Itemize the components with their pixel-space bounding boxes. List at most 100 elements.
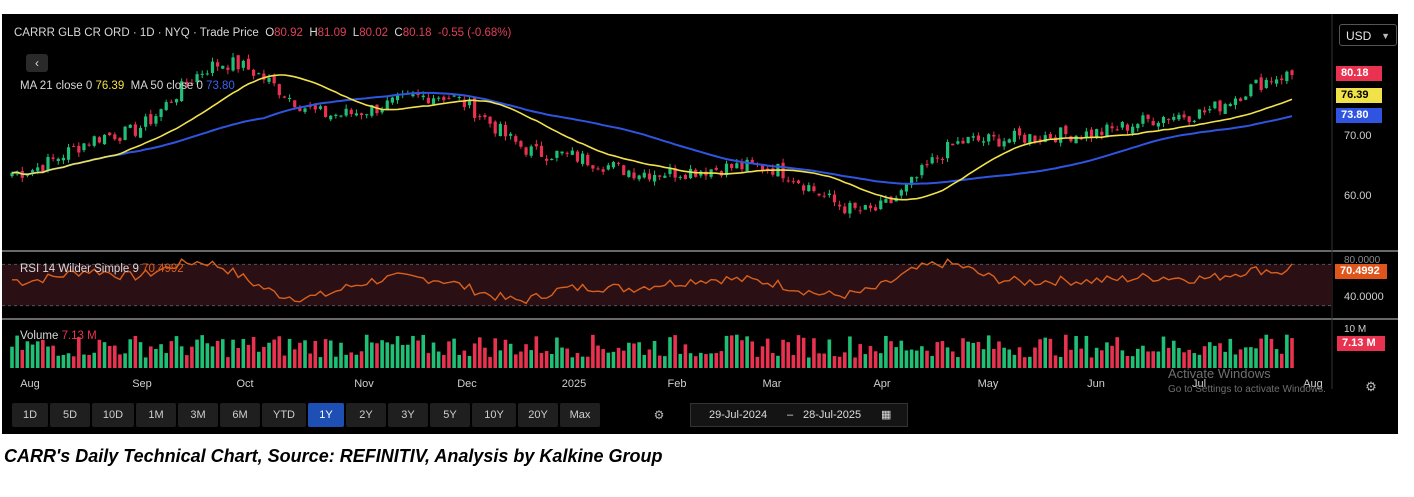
volume-bar bbox=[714, 353, 719, 368]
candle-body bbox=[1192, 120, 1196, 122]
volume-bar bbox=[585, 356, 590, 368]
volume-bar bbox=[632, 343, 636, 368]
settings-icon[interactable]: ⚙ bbox=[1365, 379, 1377, 394]
volume-bar bbox=[30, 344, 35, 368]
candle-body bbox=[303, 108, 307, 112]
volume-bar bbox=[179, 346, 184, 368]
gear-icon[interactable]: ⚙ bbox=[653, 408, 665, 422]
currency-select[interactable]: USD ▼ bbox=[1339, 24, 1397, 46]
candle-body bbox=[879, 200, 883, 210]
range-button-5y[interactable]: 5Y bbox=[430, 403, 470, 427]
candle-body bbox=[1156, 122, 1160, 127]
candle-body bbox=[308, 105, 312, 107]
volume-bar bbox=[364, 334, 369, 368]
candle-body bbox=[1131, 126, 1135, 134]
candle-body bbox=[1007, 139, 1011, 143]
candle-body bbox=[791, 181, 795, 183]
candle-body bbox=[735, 163, 739, 169]
volume-bar bbox=[200, 335, 205, 368]
volume-bar bbox=[765, 338, 770, 368]
range-button-1y[interactable]: 1Y bbox=[308, 403, 344, 427]
date-range-picker[interactable]: 29-Jul-2024 – 28-Jul-2025 ▦ bbox=[690, 403, 908, 427]
chart-canvas[interactable]: Aug Sep Oct Nov Dec 2025 Feb Mar Apr May Jun Jul Aug bbox=[2, 14, 1398, 434]
candle-body bbox=[287, 97, 292, 100]
volume-bar bbox=[817, 353, 821, 368]
volume-bar bbox=[940, 341, 945, 368]
candle-body bbox=[493, 121, 497, 134]
range-button-3m[interactable]: 3M bbox=[178, 403, 218, 427]
range-button-10d[interactable]: 10D bbox=[92, 403, 134, 427]
volume-bar bbox=[87, 354, 91, 368]
volume-bar bbox=[231, 339, 235, 368]
candle-body bbox=[488, 116, 492, 124]
volume-bar bbox=[1223, 351, 1227, 368]
candle-body bbox=[889, 196, 893, 204]
volume-bar bbox=[822, 353, 827, 368]
volume-bar bbox=[1084, 335, 1089, 368]
candle-body bbox=[462, 99, 466, 108]
range-button-max[interactable]: Max bbox=[560, 403, 600, 427]
candle-body bbox=[539, 145, 544, 157]
candle-body bbox=[236, 55, 240, 70]
volume-bar bbox=[205, 343, 210, 368]
candle-body bbox=[421, 95, 425, 98]
range-button-10y[interactable]: 10Y bbox=[472, 403, 516, 427]
candle-body bbox=[354, 113, 359, 116]
candle-body bbox=[416, 93, 420, 96]
volume-bar bbox=[107, 345, 112, 368]
volume-bar bbox=[236, 348, 240, 368]
rsi-line bbox=[12, 258, 1293, 305]
volume-bar bbox=[138, 342, 143, 368]
candle-body bbox=[1203, 110, 1207, 113]
change-value: -0.55 (-0.68%) bbox=[437, 27, 512, 39]
volume-bar bbox=[1171, 340, 1176, 368]
volume-bar bbox=[159, 344, 163, 368]
volume-bar bbox=[1182, 352, 1186, 368]
candle-body bbox=[570, 150, 574, 155]
candle-body bbox=[1290, 70, 1294, 76]
range-button-6m[interactable]: 6M bbox=[220, 403, 260, 427]
candle-body bbox=[853, 202, 857, 208]
candle-body bbox=[1280, 78, 1284, 81]
candle-body bbox=[868, 205, 873, 209]
volume-bar bbox=[693, 356, 698, 368]
rsi-band bbox=[2, 264, 1332, 306]
volume-bar bbox=[328, 340, 333, 368]
x-tick-label: Oct bbox=[236, 378, 253, 390]
volume-bar bbox=[591, 334, 595, 368]
volume-bar bbox=[1053, 355, 1058, 368]
volume-bar bbox=[375, 343, 379, 368]
range-button-2y[interactable]: 2Y bbox=[346, 403, 386, 427]
volume-bar bbox=[971, 342, 976, 368]
candle-body bbox=[760, 165, 765, 171]
volume-bar bbox=[560, 347, 564, 368]
candle-body bbox=[509, 133, 513, 136]
volume-bar bbox=[1105, 342, 1109, 368]
candle-body bbox=[586, 154, 590, 166]
range-button-20y[interactable]: 20Y bbox=[518, 403, 558, 427]
candle-body bbox=[1110, 126, 1114, 129]
ma50-price-tag: 73.80 bbox=[1336, 108, 1382, 123]
candle-body bbox=[596, 168, 600, 170]
range-button-ytd[interactable]: YTD bbox=[262, 403, 306, 427]
calendar-icon[interactable]: ▦ bbox=[881, 409, 892, 421]
volume-bar bbox=[287, 338, 292, 368]
back-button[interactable]: ‹ bbox=[26, 54, 48, 72]
range-button-1d[interactable]: 1D bbox=[12, 403, 48, 427]
range-button-5d[interactable]: 5D bbox=[50, 403, 90, 427]
volume-bar bbox=[642, 354, 647, 368]
volume-bar bbox=[277, 336, 282, 368]
candle-body bbox=[1120, 122, 1124, 128]
candle-body bbox=[909, 176, 914, 186]
volume-bar bbox=[1110, 345, 1114, 368]
volume-bar bbox=[1069, 349, 1073, 368]
volume-bar bbox=[380, 340, 384, 368]
range-button-1m[interactable]: 1M bbox=[136, 403, 176, 427]
candle-body bbox=[874, 207, 878, 211]
volume-bar bbox=[390, 344, 395, 368]
candle-body bbox=[668, 167, 672, 175]
volume-bar bbox=[452, 338, 456, 368]
volume-bar bbox=[956, 357, 960, 368]
candle-body bbox=[611, 162, 616, 168]
range-button-3y[interactable]: 3Y bbox=[388, 403, 428, 427]
